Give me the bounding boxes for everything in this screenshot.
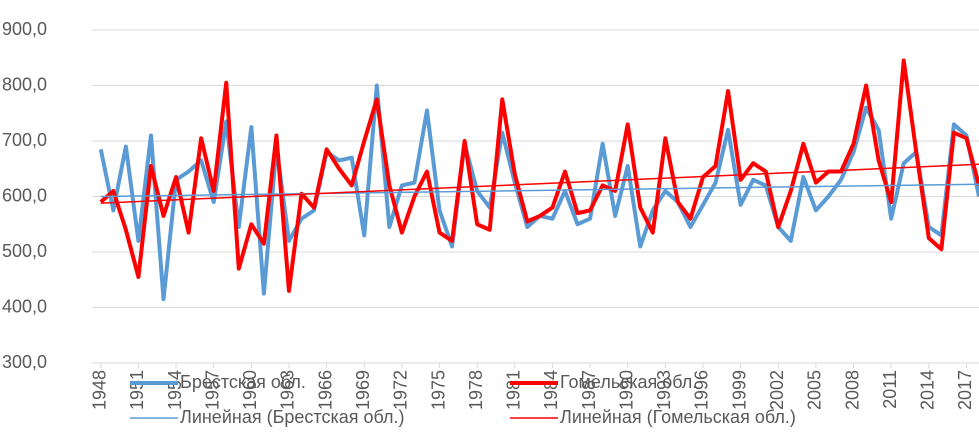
x-tick-label: 1987 (579, 370, 599, 410)
y-tick-label: 600,0 (2, 185, 47, 205)
x-tick-label: 2014 (918, 370, 938, 410)
x-tick-label: 1960 (240, 370, 260, 410)
x-tick-label: 1948 (90, 370, 110, 410)
series-line (100, 163, 979, 204)
x-tick-label: 1996 (692, 370, 712, 410)
legend-label: Гомельская обл. (560, 372, 697, 392)
x-tick-label: 1954 (165, 370, 185, 410)
y-tick-label: 500,0 (2, 241, 47, 261)
series-line (99, 58, 979, 293)
y-tick-label: 300,0 (2, 352, 47, 372)
x-tick-label: 1993 (654, 370, 674, 410)
y-tick-label: 900,0 (2, 19, 47, 39)
x-tick-label: 2005 (805, 370, 825, 410)
x-tick-label: 1975 (428, 370, 448, 410)
legend-label: Брестская обл. (180, 372, 306, 392)
x-tick-label: 1999 (729, 370, 749, 410)
series-line (100, 183, 979, 198)
x-tick-label: 1972 (391, 370, 411, 410)
x-tick-label: 2002 (767, 370, 787, 410)
y-tick-label: 400,0 (2, 296, 47, 316)
x-tick-label: 1963 (278, 370, 298, 410)
x-tick-label: 2011 (880, 370, 900, 409)
y-tick-label: 700,0 (2, 130, 47, 150)
x-tick-label: 1966 (315, 370, 335, 410)
legend-label: Линейная (Брестская обл.) (180, 407, 404, 427)
x-tick-label: 1978 (466, 370, 486, 410)
x-tick-label: 1969 (353, 370, 373, 410)
y-tick-label: 800,0 (2, 74, 47, 94)
x-tick-label: 1951 (127, 370, 147, 410)
x-tick-label: 1981 (504, 370, 524, 410)
x-tick-label: 2017 (955, 370, 975, 410)
legend-label: Линейная (Гомельская обл.) (560, 407, 796, 427)
x-tick-label: 2008 (842, 370, 862, 410)
x-tick-label: 1984 (541, 370, 561, 410)
x-tick-label: 1957 (202, 370, 222, 410)
x-tick-label: 1990 (616, 370, 636, 410)
